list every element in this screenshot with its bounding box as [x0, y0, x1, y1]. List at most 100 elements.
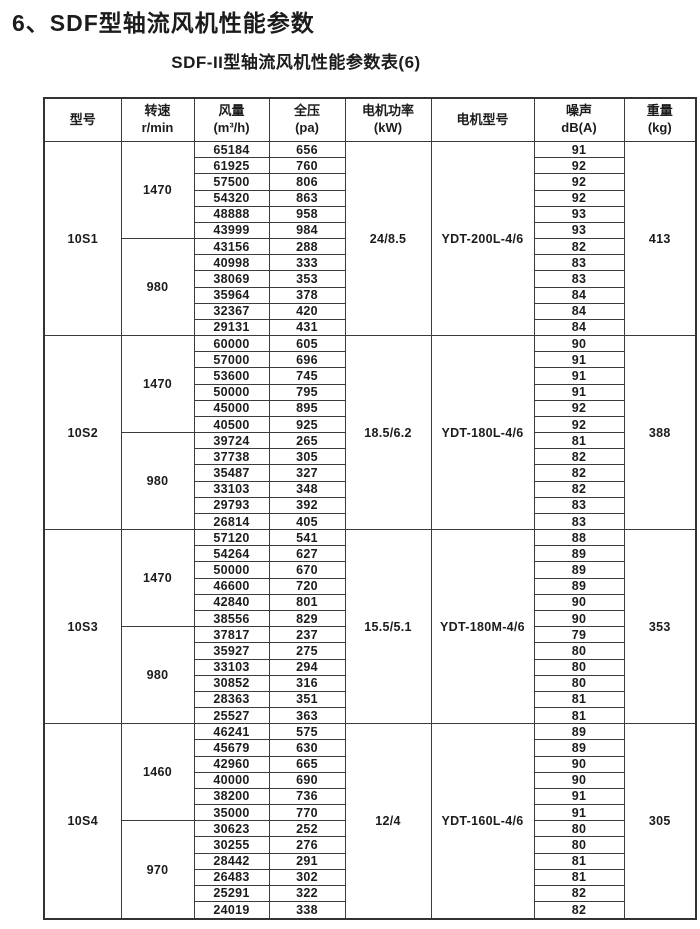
noise-cell: 79	[533, 626, 625, 644]
table-row: 980 43156 288 82	[44, 238, 696, 337]
airflow-cell: 40500	[193, 415, 270, 434]
pressure-cell: 605	[268, 335, 346, 353]
model-cell: 10S1	[43, 140, 122, 337]
header-weight: 重量 (kg)	[623, 97, 697, 142]
table-row: 50000 670 89	[44, 561, 696, 579]
pressure-cell: 541	[268, 529, 346, 547]
pressure-cell: 575	[268, 723, 346, 741]
pressure-cell: 760	[268, 157, 346, 175]
airflow-cell: 60000	[193, 335, 270, 353]
motor-model-cell: YDT-200L-4/6	[430, 140, 535, 337]
pressure-cell: 322	[268, 884, 346, 903]
noise-cell: 90	[533, 335, 625, 353]
noise-cell: 93	[533, 205, 625, 223]
noise-cell: 80	[533, 836, 625, 854]
pressure-cell: 294	[268, 658, 346, 676]
pressure-cell: 670	[268, 561, 346, 579]
noise-cell: 80	[533, 642, 625, 660]
noise-cell: 90	[533, 609, 625, 628]
header-model: 型号	[43, 97, 122, 142]
noise-cell: 81	[533, 432, 625, 450]
airflow-cell: 25291	[193, 884, 270, 903]
airflow-cell: 54264	[193, 545, 270, 563]
noise-cell: 80	[533, 674, 625, 692]
table-row: 30852 316 80	[44, 674, 696, 692]
airflow-cell: 29131	[193, 318, 270, 337]
table-row: 35487 327 82	[44, 464, 696, 482]
pressure-cell: 984	[268, 221, 346, 240]
header-motor-power: 电机功率 (kW)	[344, 97, 432, 142]
noise-cell: 80	[533, 658, 625, 676]
airflow-cell: 30623	[193, 820, 270, 838]
weight-cell: 305	[623, 723, 697, 920]
noise-cell: 89	[533, 545, 625, 563]
airflow-cell: 28442	[193, 852, 270, 870]
table-row: 10S2 1470 60000 605 18.5/6.2 YDT-180L-4/6 90 38…	[43, 335, 697, 531]
table-row: 43999 984 93	[44, 221, 696, 240]
noise-cell: 82	[533, 238, 625, 256]
model-cell: 10S2	[43, 335, 122, 531]
noise-cell: 92	[533, 399, 625, 417]
airflow-cell: 26483	[193, 868, 270, 886]
airflow-cell: 57120	[193, 529, 270, 547]
table-row: 24019 338 82	[44, 901, 696, 920]
pressure-cell: 958	[268, 205, 346, 223]
motor-power-cell: 24/8.5	[344, 140, 432, 337]
airflow-cell: 24019	[193, 901, 270, 920]
airflow-cell: 32367	[193, 302, 270, 320]
rpm-cell: 980	[120, 238, 195, 337]
table-row: 50000 795 91	[44, 383, 696, 401]
airflow-cell: 57000	[193, 351, 270, 369]
airflow-cell: 38556	[193, 609, 270, 628]
weight-cell: 413	[623, 140, 697, 337]
pressure-cell: 720	[268, 577, 346, 595]
noise-cell: 81	[533, 707, 625, 725]
pressure-cell: 770	[268, 804, 346, 822]
pressure-cell: 288	[268, 238, 346, 256]
pressure-cell: 291	[268, 852, 346, 870]
header-airflow: 风量 (m³/h)	[193, 97, 270, 142]
table-row: 40998 333 83	[44, 254, 696, 272]
table-row: 980 37817 237 79	[44, 626, 696, 725]
table-row: 25291 322 82	[44, 884, 696, 903]
rpm-cell: 980	[120, 432, 195, 531]
airflow-cell: 30852	[193, 674, 270, 692]
pressure-cell: 351	[268, 690, 346, 709]
noise-cell: 90	[533, 755, 625, 773]
pressure-cell: 338	[268, 901, 346, 920]
pressure-cell: 627	[268, 545, 346, 563]
airflow-cell: 45679	[193, 739, 270, 757]
pressure-cell: 431	[268, 318, 346, 337]
table-row: 29793 392 83	[44, 496, 696, 514]
airflow-cell: 65184	[193, 140, 270, 159]
noise-cell: 91	[533, 383, 625, 401]
airflow-cell: 33103	[193, 480, 270, 498]
noise-cell: 91	[533, 140, 625, 159]
table-row: 10S3 1470 57120 541 15.5/5.1 YDT-180M-4/6 88 35…	[43, 529, 697, 725]
noise-cell: 83	[533, 512, 625, 531]
rpm-cell: 1470	[120, 140, 195, 240]
header-motor-model: 电机型号	[430, 97, 535, 142]
noise-cell: 83	[533, 496, 625, 514]
airflow-cell: 40000	[193, 771, 270, 789]
table-row: 28363 351 81	[44, 690, 696, 709]
pressure-cell: 801	[268, 593, 346, 611]
pressure-cell: 392	[268, 496, 346, 514]
airflow-cell: 57500	[193, 173, 270, 191]
noise-cell: 82	[533, 448, 625, 466]
noise-cell: 81	[533, 690, 625, 709]
header-noise: 噪声 dB(A)	[533, 97, 625, 142]
motor-model-cell: YDT-160L-4/6	[430, 723, 535, 920]
noise-cell: 91	[533, 804, 625, 822]
table-caption: SDF-II型轴流风机性能参数表(6)	[171, 53, 421, 72]
pressure-cell: 630	[268, 739, 346, 757]
pressure-cell: 736	[268, 787, 346, 806]
table-header: 型号 转速 r/min 风量 (m³/h) 全压 (pa) 电机功率 (kW) 电机型号	[43, 97, 697, 142]
airflow-cell: 35487	[193, 464, 270, 482]
airflow-cell: 35964	[193, 286, 270, 304]
pressure-cell: 353	[268, 270, 346, 288]
airflow-cell: 35927	[193, 642, 270, 660]
airflow-cell: 50000	[193, 561, 270, 579]
rpm-cell: 1470	[120, 335, 195, 434]
